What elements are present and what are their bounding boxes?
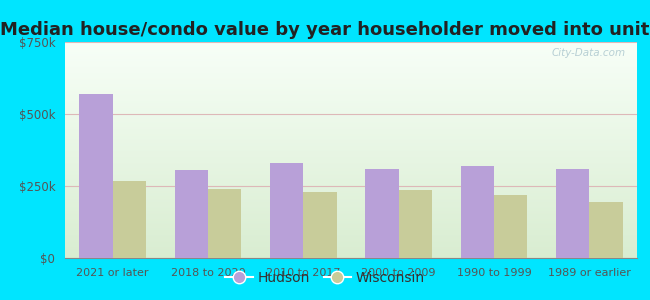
Bar	[461, 166, 494, 258]
Bar	[494, 195, 527, 258]
Bar	[112, 181, 146, 258]
Bar	[365, 169, 398, 258]
Bar	[175, 170, 208, 258]
Bar	[79, 94, 112, 258]
Bar	[208, 190, 241, 258]
Bar	[304, 192, 337, 258]
Bar	[398, 190, 432, 258]
Text: Median house/condo value by year householder moved into unit: Median house/condo value by year househo…	[0, 21, 650, 39]
Bar	[270, 163, 304, 258]
Text: City-Data.com: City-Data.com	[551, 49, 625, 58]
Bar	[590, 202, 623, 258]
Bar	[556, 169, 590, 258]
Legend: Hudson, Wisconsin: Hudson, Wisconsin	[220, 265, 430, 290]
